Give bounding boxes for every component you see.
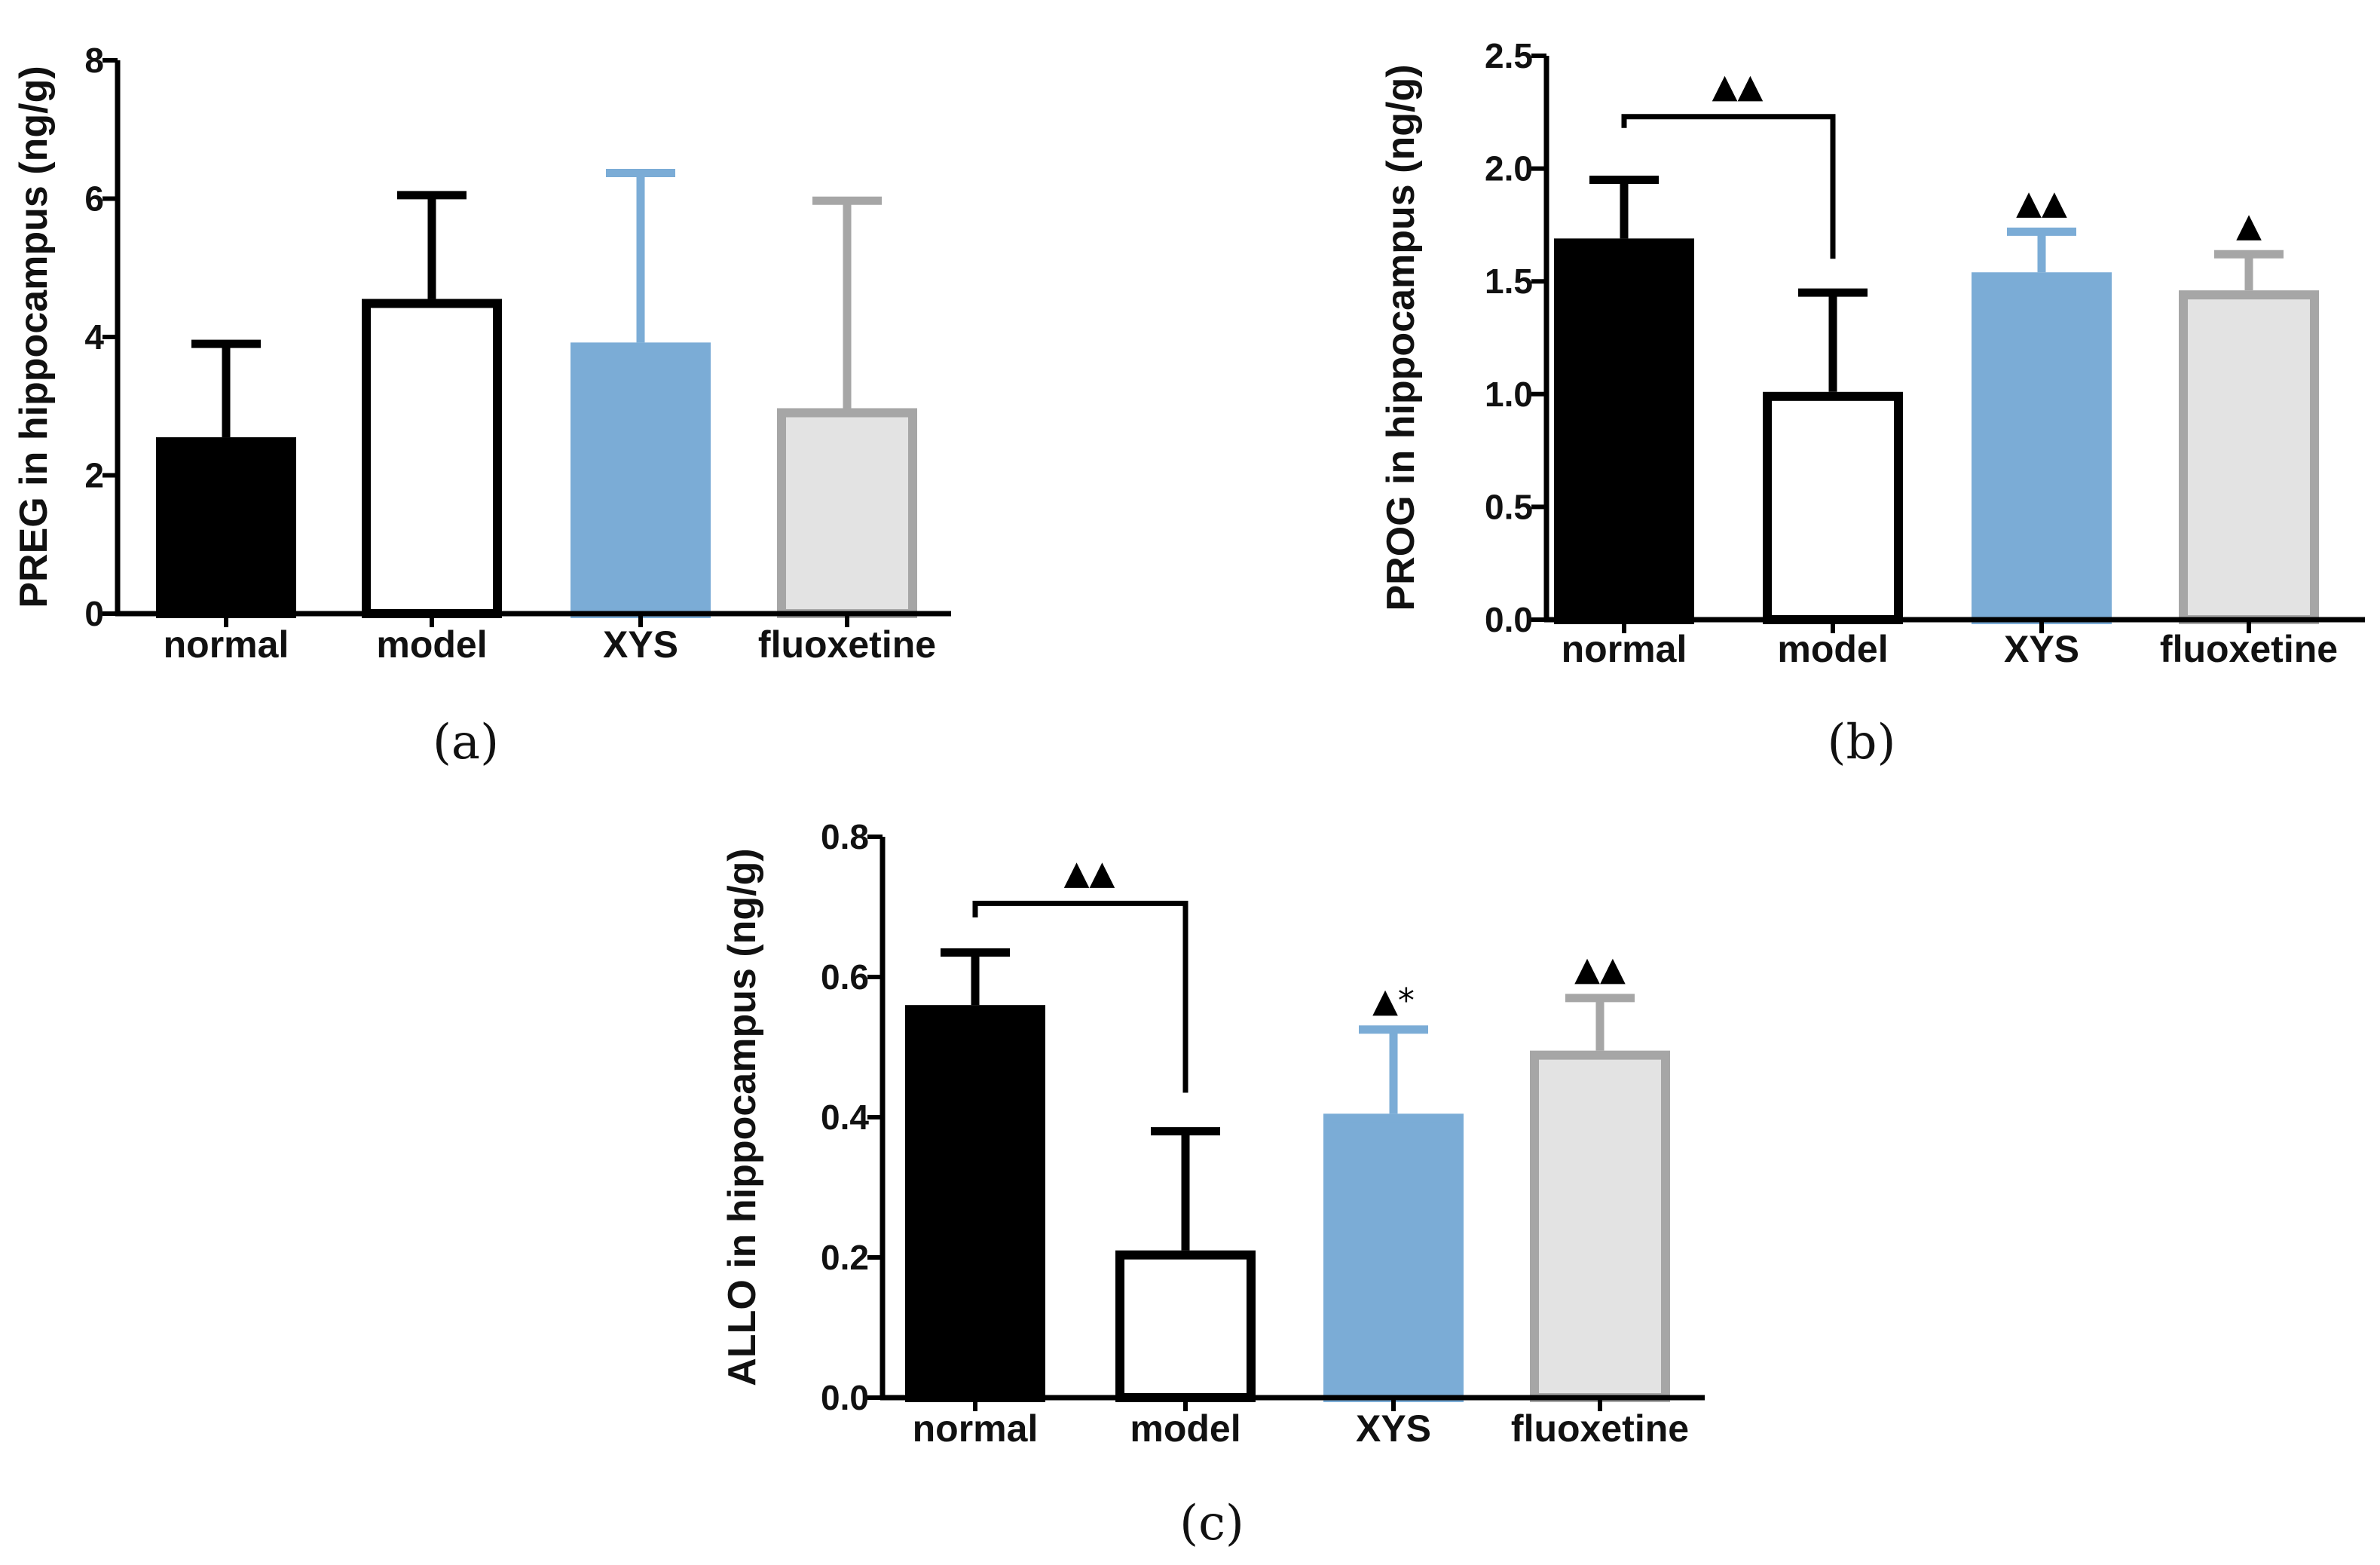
significance-mark-XYS: ▲▲ [2016, 183, 2067, 222]
y-tick-label: 0.0 [1485, 600, 1533, 639]
y-tick-label: 0.6 [821, 957, 869, 997]
category-label-XYS: XYS [2004, 628, 2079, 670]
y-tick-label: 0.0 [821, 1378, 869, 1417]
category-label-XYS: XYS [1356, 1407, 1431, 1450]
panel-label: (b) [1828, 715, 1896, 770]
category-label-model: model [1777, 628, 1888, 670]
y-tick-label: 2 [84, 456, 104, 495]
y-tick-label: 0.2 [821, 1238, 869, 1277]
bar-XYS [1323, 1113, 1464, 1402]
bar-normal [156, 437, 296, 618]
bracket-significance-mark: ▲▲ [1712, 67, 1764, 106]
chart-panel-b: normal model ▲▲ XYS ▲ fluoxetine ▲▲ 0.0 0.5 1.0 1.… [1379, 36, 2365, 770]
bar-model [1763, 391, 1903, 624]
panel-label: (c) [1179, 1496, 1244, 1551]
y-axis-title: ALLO in hippocampus (ng/g) [720, 848, 764, 1386]
chart-panel-a: normal model XYS fluoxetine 0 2 4 6 8 PREG in hip… [12, 41, 951, 770]
bar-XYS [1972, 272, 2112, 624]
bar-normal [905, 1005, 1045, 1402]
bracket-significance-mark: ▲▲ [1064, 853, 1115, 892]
significance-bracket [972, 900, 1188, 1093]
bar-model [362, 299, 502, 618]
y-tick-label: 4 [84, 317, 104, 357]
y-axis-title: PREG in hippocampus (ng/g) [12, 66, 56, 608]
y-tick-label: 0.5 [1485, 487, 1533, 526]
y-tick-label: 2.5 [1485, 36, 1533, 75]
category-label-XYS: XYS [603, 623, 678, 666]
bar-normal [1554, 238, 1694, 624]
bar-fluoxetine [1530, 1050, 1670, 1403]
y-axis-title: PROG in hippocampus (ng/g) [1379, 64, 1423, 611]
category-label-normal: normal [913, 1407, 1039, 1450]
significance-mark-fluoxetine: ▲▲ [1574, 950, 1626, 988]
significance-bracket [1621, 114, 1836, 259]
bar-XYS [571, 342, 711, 618]
category-label-model: model [376, 623, 487, 666]
y-tick-label: 2.0 [1485, 149, 1533, 188]
y-tick-label: 0.4 [821, 1098, 869, 1137]
category-label-model: model [1130, 1407, 1240, 1450]
category-label-fluoxetine: fluoxetine [758, 623, 936, 666]
panel-label: (a) [433, 715, 499, 770]
significance-mark-fluoxetine: ▲ [2236, 206, 2262, 244]
bar-fluoxetine [2179, 290, 2319, 624]
category-label-fluoxetine: fluoxetine [1511, 1407, 1689, 1450]
category-label-normal: normal [1562, 628, 1687, 670]
bar-model [1115, 1250, 1256, 1402]
significance-mark-XYS: ▲* [1372, 982, 1415, 1020]
y-tick-label: 6 [84, 179, 104, 219]
chart-panel-c: normal model ▲* XYS ▲▲ fluoxetine ▲▲ 0.0 0.2 0.4 0… [720, 817, 1705, 1551]
y-tick-label: 1.5 [1485, 262, 1533, 301]
y-tick-label: 0.8 [821, 817, 869, 856]
category-label-normal: normal [164, 623, 289, 666]
y-tick-label: 0 [84, 594, 104, 633]
category-label-fluoxetine: fluoxetine [2160, 628, 2338, 670]
y-tick-label: 8 [84, 41, 104, 80]
bar-fluoxetine [777, 408, 917, 618]
y-tick-label: 1.0 [1485, 375, 1533, 414]
